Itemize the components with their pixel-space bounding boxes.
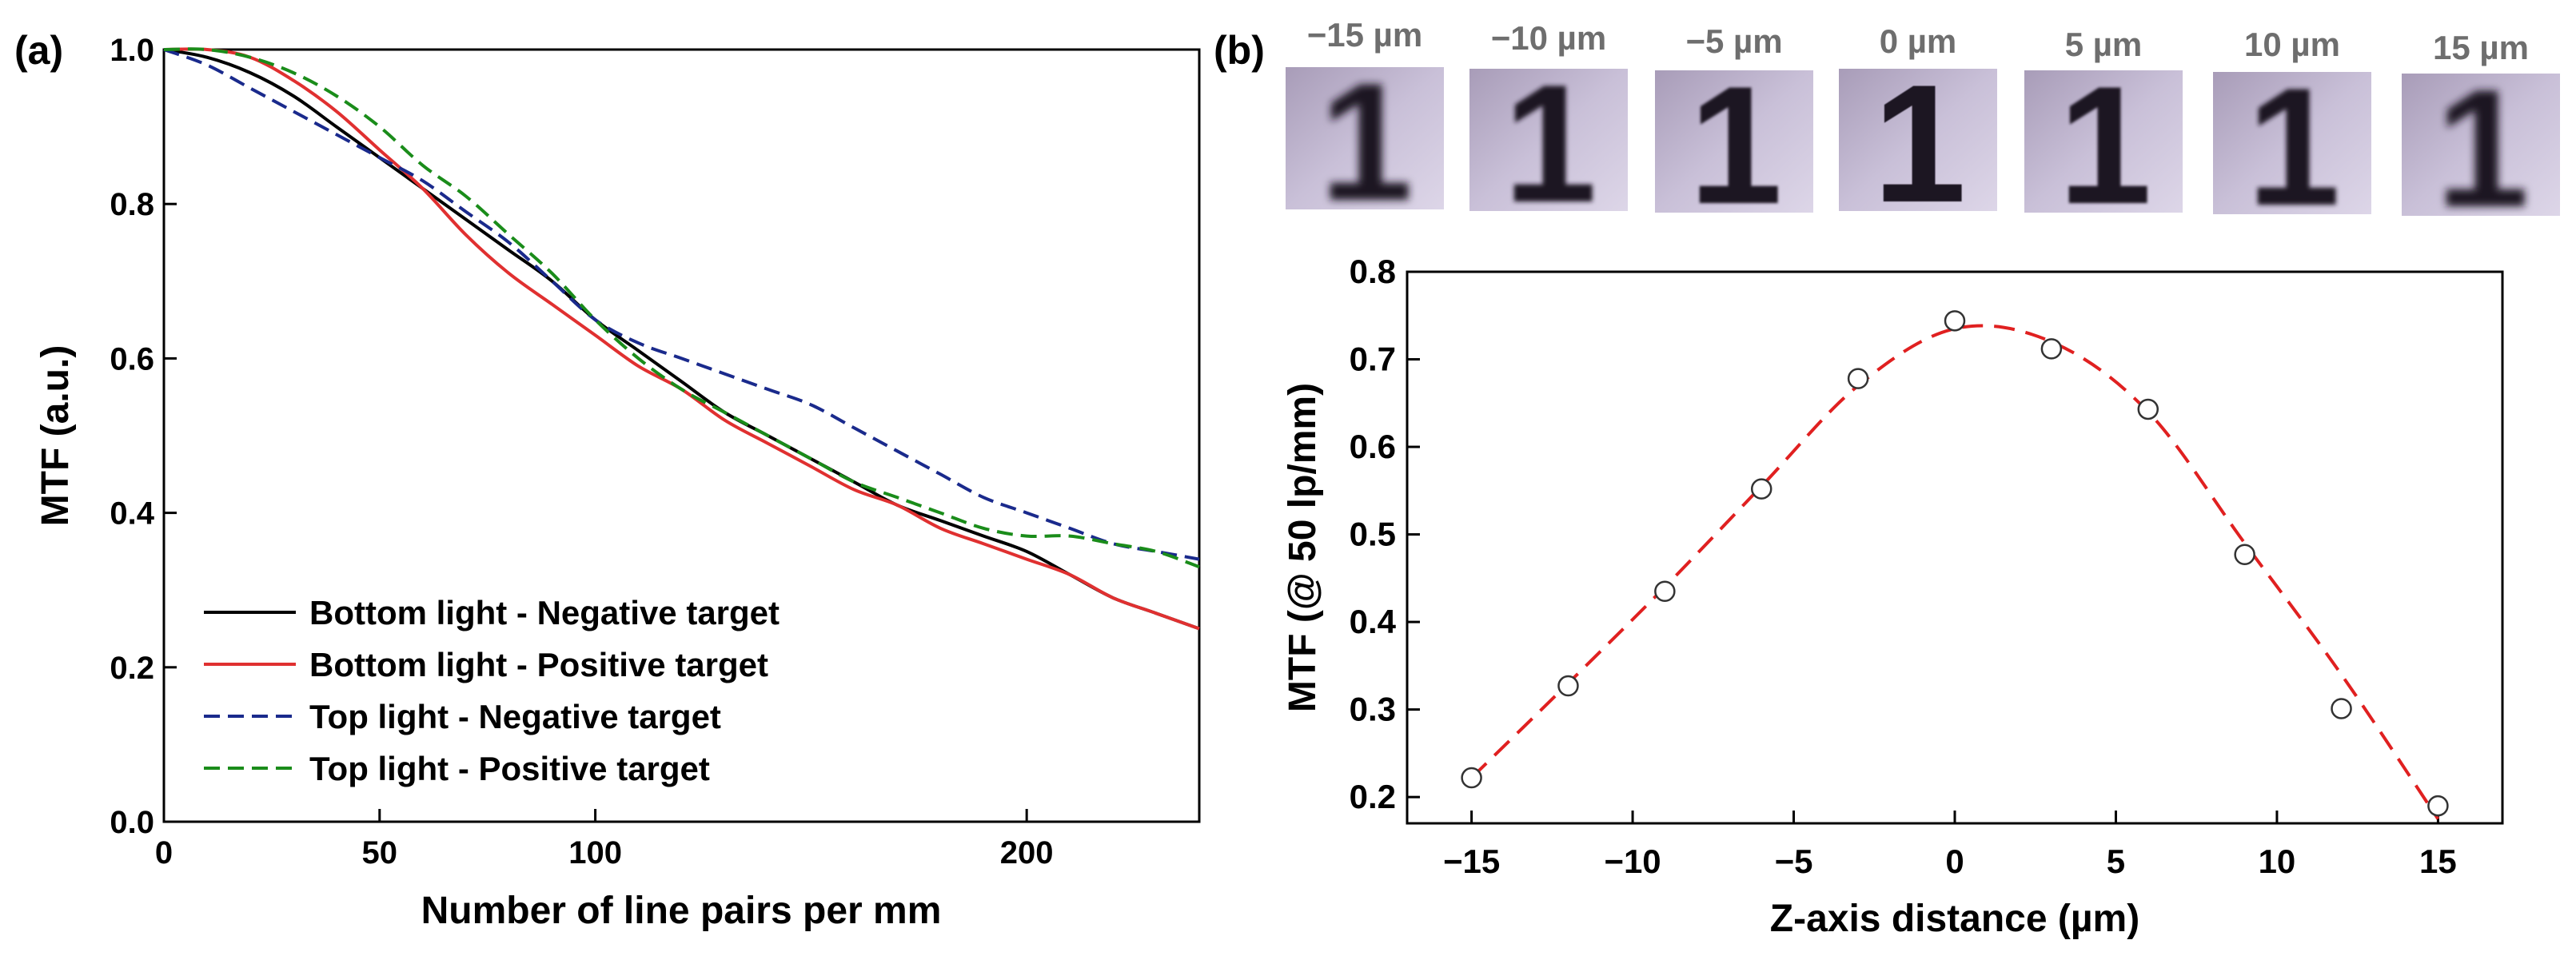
y-tick-label: 0.3 [1350,691,1396,728]
y-tick-label: 0.6 [1350,428,1396,465]
inset-digit: 1 [1689,51,1783,239]
legend-label: Bottom light - Positive target [309,646,768,683]
panel-b-series-group [1461,310,2449,820]
panel-a-series-group [163,47,1200,631]
inset-image-background [2402,74,2560,216]
y-tick-label: 0.7 [1350,341,1396,378]
inset-digit: 1 [2247,53,2341,241]
y-tick-label: 0.6 [110,341,154,376]
x-tick-label: 5 [2107,843,2125,880]
panel-b-y-axis-label: MTF (@ 50 lp/mm) [1282,383,1324,712]
inset-digit: 1 [2436,54,2530,242]
inset-digit: 1 [1873,50,1967,237]
panel-a-y-axis-label: MTF (a.u.) [34,345,77,527]
y-tick-label: 0.4 [1350,603,1397,640]
series-line-4 [163,47,1200,569]
inset-image-label: 10 µm [2244,26,2340,63]
inset-digit: 1 [1504,50,1597,237]
panel-b-label: (b) [1214,28,1265,73]
y-tick-label: 0.8 [110,187,154,222]
data-point [1557,675,1579,697]
inset-image-label: −5 µm [1685,22,1782,60]
x-tick-label: −10 [1604,843,1661,880]
panel-b-plot-frame [1406,270,2504,825]
data-point [1847,368,1869,389]
x-tick-label: 50 [362,835,398,870]
panel-a-ticks: 0 50 100 200 0.0 0.2 0.4 0.6 0.8 1.0 [110,33,1053,870]
data-point [1750,478,1772,500]
inset-image-label: 5 µm [2065,26,2143,63]
inset-image-background [1469,69,1628,211]
data-point [2234,544,2255,566]
data-point [1654,580,1676,603]
data-point [2137,398,2159,420]
inset-image: 1−5 µm [1655,22,1813,239]
panel-b-x-axis-label: Z-axis distance (µm) [1770,898,2139,940]
inset-image-background [1286,67,1444,209]
inset-image: 10 µm [1839,22,1997,237]
inset-image-label: 15 µm [2433,29,2529,66]
legend-label: Bottom light - Negative target [309,594,780,631]
panel-a-plot-frame [162,48,1201,823]
x-tick-label: 0 [155,835,173,870]
x-tick-label: −15 [1443,843,1500,880]
data-point [1461,767,1482,789]
inset-digit: 1 [1320,48,1414,236]
x-tick-label: 0 [1945,843,1964,880]
inset-image-label: −10 µm [1491,19,1606,57]
inset-image-background [2213,72,2371,214]
panel-b-ticks: −15 −10 −5 0 5 10 15 0.2 0.3 0.4 0.5 0.6 0.7 0.8 [1350,253,2457,880]
x-tick-label: 100 [568,835,622,870]
inset-image-label: −15 µm [1307,16,1422,54]
y-tick-label: 0.5 [1350,516,1396,553]
panel-a-legend: Bottom light - Negative target Bottom lig… [204,594,780,787]
data-point [2040,338,2063,360]
series-line-1 [163,48,1200,631]
series-line-2 [163,47,1200,631]
inset-image-background [2024,70,2183,213]
y-tick-label: 0.4 [110,496,154,532]
x-tick-label: 200 [1000,835,1054,870]
y-tick-label: 1.0 [110,33,154,68]
series-line-3 [163,48,1200,561]
y-tick-label: 0.8 [1350,253,1396,290]
y-tick-label: 0.2 [110,651,154,686]
panel-a-label: (a) [14,28,63,73]
legend-label: Top light - Positive target [309,750,710,787]
inset-image-label: 0 µm [1880,22,1957,60]
x-tick-label: 10 [2259,843,2296,880]
data-point [1944,310,1966,332]
panel-a: (a) 0 50 100 200 0.0 0.2 0.4 0.6 0.8 1.0 Bottom l… [14,28,1201,932]
inset-image: 1−10 µm [1469,19,1628,237]
panel-a-x-axis-label: Number of line pairs per mm [421,890,942,932]
y-tick-label: 0.2 [1350,778,1396,815]
inset-image: 15 µm [2024,26,2183,239]
inset-image: 1−15 µm [1286,16,1444,236]
inset-image-background [1839,69,1997,211]
x-tick-label: 15 [2419,843,2457,880]
data-point [2427,795,2449,817]
x-tick-label: −5 [1775,843,1813,880]
inset-digit: 1 [2059,51,2152,239]
data-point [2331,698,2352,719]
y-tick-label: 0.0 [110,805,154,840]
legend-label: Top light - Negative target [309,698,721,735]
inset-image: 115 µm [2402,29,2560,242]
fit-curve [1470,324,2440,820]
inset-image: 110 µm [2213,26,2371,241]
inset-image-background [1655,70,1813,213]
